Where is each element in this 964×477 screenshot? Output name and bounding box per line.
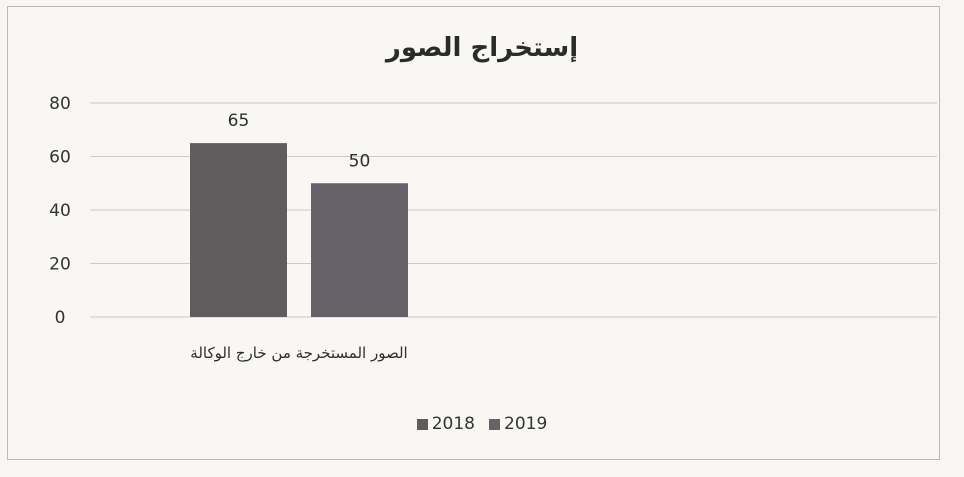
- legend-swatch-2019: [489, 418, 500, 430]
- legend-label-2019: 2019: [504, 414, 548, 434]
- legend-swatch-2018: [416, 418, 428, 430]
- y-tick-label-20: 20: [49, 255, 71, 275]
- data-label-2018: 65: [228, 111, 250, 131]
- x-category-label: الصور المستخرجة من خارج الوكالة: [190, 344, 407, 363]
- legend-item-2019: 2019: [489, 414, 547, 434]
- y-tick-label-60: 60: [49, 148, 71, 168]
- bar-2019: [311, 183, 408, 317]
- legend-item-2018: 2018: [416, 414, 475, 434]
- legend: 2018 2019: [0, 414, 964, 434]
- bar-2018: [190, 143, 287, 317]
- chart-frame: [7, 6, 940, 460]
- y-tick-label-40: 40: [49, 201, 71, 221]
- y-tick-label-0: 0: [55, 308, 66, 328]
- legend-label-2018: 2018: [431, 414, 475, 434]
- y-tick-label-80: 80: [49, 94, 71, 114]
- data-label-2019: 50: [349, 151, 371, 171]
- chart-title: إستخراج الصور: [385, 33, 579, 63]
